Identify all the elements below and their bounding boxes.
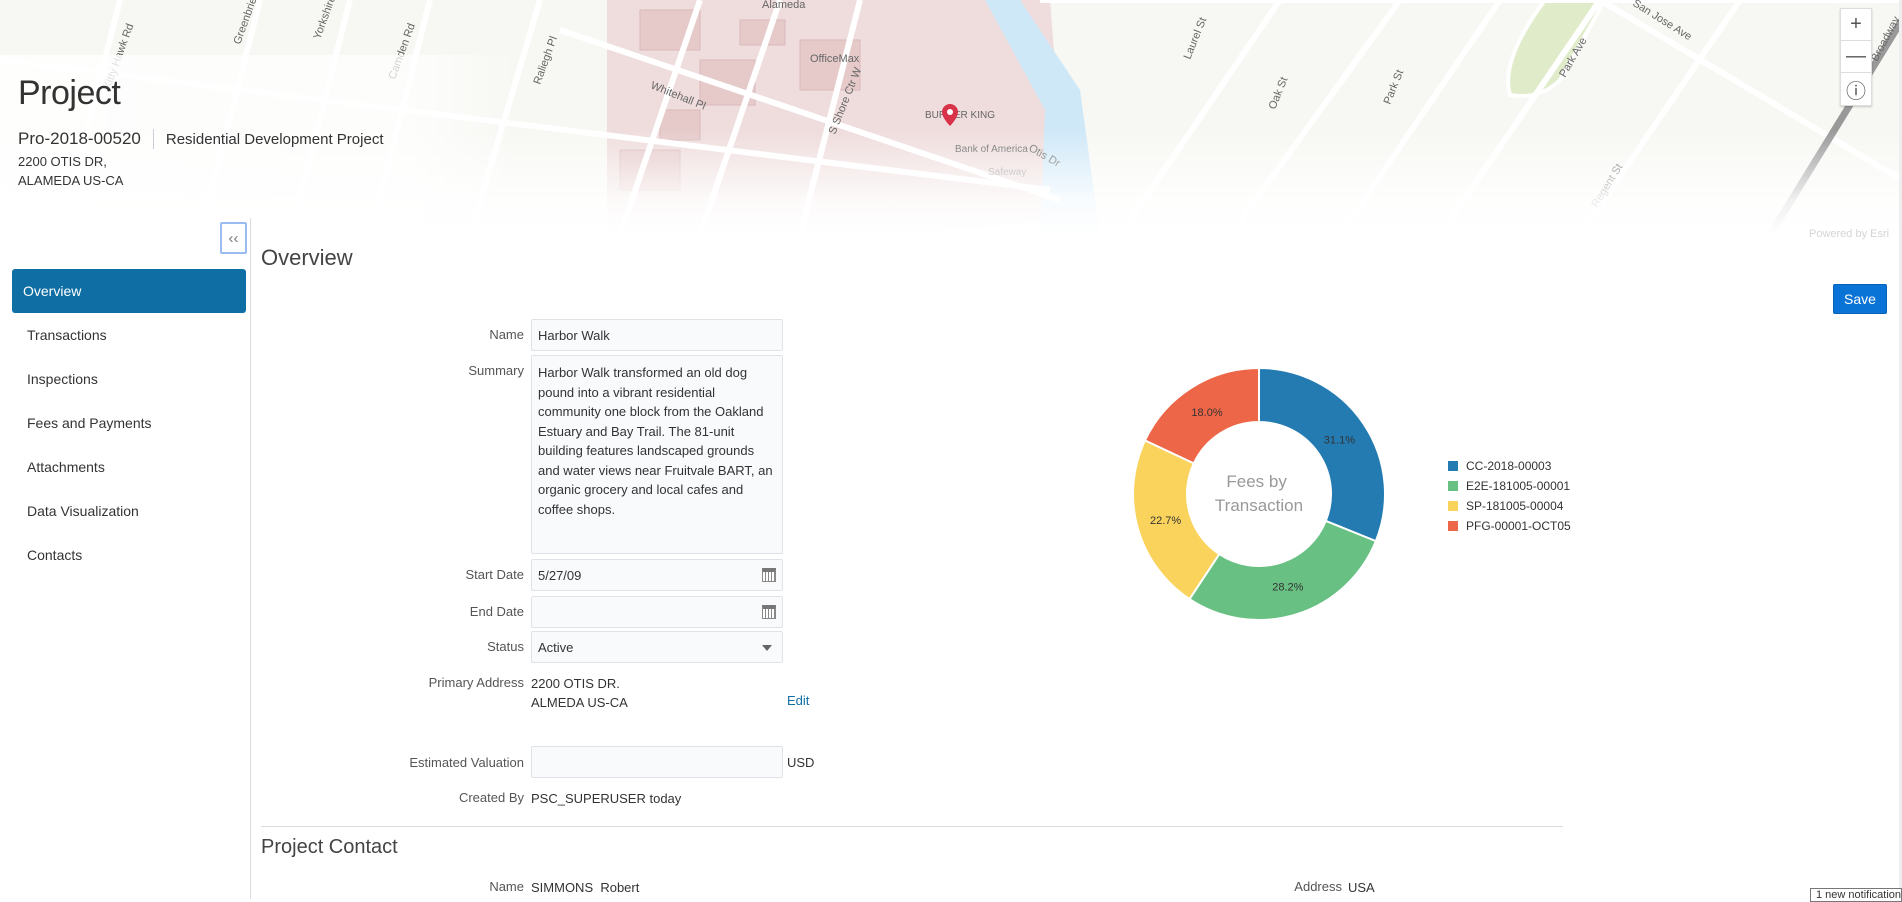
legend-swatch <box>1448 521 1458 531</box>
map-controls: + — ⓘ <box>1840 8 1872 106</box>
sidebar-item-attachments[interactable]: Attachments <box>27 459 105 475</box>
status-label: Status <box>487 639 524 654</box>
map-label: Alameda <box>762 0 806 11</box>
save-button[interactable]: Save <box>1833 284 1887 314</box>
map-label: OfficeMax <box>810 53 860 65</box>
donut-slice-PFG-00001-OCT05[interactable] <box>1143 366 1260 465</box>
slice-data-label: 18.0% <box>1191 407 1222 419</box>
sidebar-nav: Overview Transactions Inspections Fees a… <box>12 269 246 577</box>
donut-slice-CC-2018-00003[interactable] <box>1258 366 1386 543</box>
map-label: BURGER KING <box>925 110 995 121</box>
currency-label: USD <box>787 755 815 770</box>
slice-data-label: 22.7% <box>1150 515 1181 527</box>
status-value: Active <box>538 639 574 655</box>
name-label: Name <box>489 327 524 342</box>
edit-address-link[interactable]: Edit <box>787 693 810 708</box>
project-address-line2: ALAMEDA US-CA <box>18 173 124 188</box>
chart-legend: CC-2018-00003 E2E-181005-00001 SP-181005-0… <box>1448 456 1571 536</box>
section-title-overview: Overview <box>261 245 353 270</box>
contact-name-label: Name <box>489 879 524 894</box>
legend-item[interactable]: PFG-00001-OCT05 <box>1448 516 1571 536</box>
legend-swatch <box>1448 481 1458 491</box>
map-label: Safeway <box>988 167 1026 178</box>
created-by-value: PSC_SUPERUSER today <box>531 791 682 806</box>
slice-data-label: 28.2% <box>1272 582 1303 594</box>
map-label: Bank of America <box>955 144 1028 155</box>
sidebar: ‹‹ Overview Transactions Inspections Fee… <box>0 218 251 899</box>
section-title-project-contact: Project Contact <box>261 836 398 858</box>
summary-label: Summary <box>468 363 524 378</box>
divider <box>261 826 1563 827</box>
scrollbar[interactable] <box>1899 0 1902 899</box>
status-select[interactable]: Active <box>531 631 783 663</box>
primary-address-line1: 2200 OTIS DR. <box>531 676 620 691</box>
legend-label: CC-2018-00003 <box>1466 459 1552 473</box>
created-by-label: Created By <box>458 790 524 805</box>
donut-slice-E2E-181005-00001[interactable] <box>1188 519 1378 621</box>
end-date-label: End Date <box>469 604 524 619</box>
calendar-icon[interactable] <box>762 568 776 582</box>
project-type: Residential Development Project <box>165 130 384 148</box>
legend-label: E2E-181005-00001 <box>1466 479 1571 493</box>
summary-textarea[interactable]: Harbor Walk transformed an old dog pound… <box>531 355 783 554</box>
chevron-down-icon <box>762 645 772 651</box>
contact-address-label: Address <box>1294 879 1342 894</box>
zoom-in-button[interactable]: + <box>1841 9 1871 41</box>
legend-item[interactable]: CC-2018-00003 <box>1448 456 1571 476</box>
chart-center-title: Fees by Transaction <box>1215 472 1303 515</box>
legend-swatch <box>1448 461 1458 471</box>
contact-name-value: SIMMONS Robert <box>531 880 640 895</box>
zoom-out-button[interactable]: — <box>1841 41 1871 73</box>
sidebar-item-transactions[interactable]: Transactions <box>27 327 107 343</box>
start-date-input[interactable]: 5/27/09 <box>531 559 783 591</box>
start-date-label: Start Date <box>465 567 524 582</box>
legend-item[interactable]: SP-181005-00004 <box>1448 496 1571 516</box>
end-date-input[interactable] <box>531 596 783 628</box>
legend-label: SP-181005-00004 <box>1466 499 1564 513</box>
sidebar-item-inspections[interactable]: Inspections <box>27 371 98 387</box>
sidebar-item-contacts[interactable]: Contacts <box>27 547 83 563</box>
collapse-sidebar-button[interactable]: ‹‹ <box>220 222 247 254</box>
notification-toast[interactable]: 1 new notification <box>1810 888 1902 902</box>
chart-title-line2: Transaction <box>1215 496 1303 515</box>
donut-slice-SP-181005-00004[interactable] <box>1132 439 1221 601</box>
estimated-valuation-label: Estimated Valuation <box>409 755 524 770</box>
info-icon[interactable]: ⓘ <box>1846 80 1866 103</box>
page-title: Project <box>18 74 121 112</box>
project-header: Project Pro-2018-00520 Residential Devel… <box>18 74 384 190</box>
primary-address-label: Primary Address <box>428 675 524 690</box>
map-attribution[interactable]: Powered by Esri <box>1809 228 1890 240</box>
fees-donut-chart: 31.1% 28.2% 22.7% 18.0% Fees by Transaction <box>1132 366 1386 621</box>
contact-address-value: USA <box>1348 880 1375 895</box>
sidebar-item-overview[interactable]: Overview <box>12 269 246 313</box>
primary-address-line2: ALMEDA US-CA <box>531 695 628 710</box>
slice-data-label: 31.1% <box>1324 435 1355 447</box>
sidebar-item-fees-and-payments[interactable]: Fees and Payments <box>27 415 152 431</box>
chart-title-line1: Fees by <box>1226 472 1287 491</box>
estimated-valuation-input[interactable] <box>531 746 783 778</box>
legend-label: PFG-00001-OCT05 <box>1466 519 1571 533</box>
calendar-icon[interactable] <box>762 605 776 619</box>
primary-address-value: 2200 OTIS DR. ALMEDA US-CA <box>531 674 628 712</box>
project-address-line1: 2200 OTIS DR, <box>18 154 107 169</box>
sidebar-item-data-visualization[interactable]: Data Visualization <box>27 503 139 519</box>
legend-swatch <box>1448 501 1458 511</box>
project-id: Pro-2018-00520 <box>18 129 154 149</box>
start-date-value: 5/27/09 <box>538 567 582 583</box>
legend-item[interactable]: E2E-181005-00001 <box>1448 476 1571 496</box>
name-input[interactable]: Harbor Walk <box>531 319 783 351</box>
